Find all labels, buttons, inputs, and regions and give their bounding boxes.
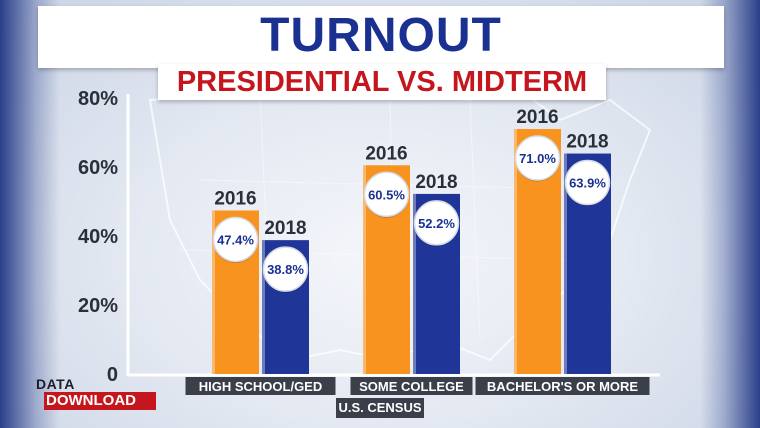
bar-highlight bbox=[262, 240, 265, 374]
bar-value-label: 38.8% bbox=[267, 262, 304, 277]
y-tick-label: 60% bbox=[78, 157, 118, 179]
background-band-left bbox=[0, 0, 60, 428]
y-tick-label: 40% bbox=[78, 226, 118, 248]
value-badge bbox=[262, 246, 309, 292]
bar-highlight bbox=[514, 129, 517, 374]
bar-year-label: 2018 bbox=[566, 132, 608, 153]
bar-value-label: 52.2% bbox=[418, 216, 455, 231]
bar-highlight bbox=[363, 165, 366, 374]
category-label: HIGH SCHOOL/GED bbox=[199, 379, 323, 394]
bar-highlight bbox=[212, 210, 215, 374]
category-labels: HIGH SCHOOL/GED SOME COLLEGE BACHELOR'S OR… bbox=[185, 377, 650, 395]
value-badge bbox=[212, 216, 259, 263]
category-label: BACHELOR'S OR MORE bbox=[487, 379, 638, 394]
bar-value-label: 47.4% bbox=[217, 232, 254, 247]
value-badge bbox=[514, 135, 561, 181]
value-badge bbox=[564, 159, 611, 206]
subtitle-banner: PRESIDENTIAL VS. MIDTERM bbox=[158, 64, 606, 100]
bar-value-label: 63.9% bbox=[569, 176, 606, 191]
value-badge bbox=[413, 200, 460, 246]
bar-year-label: 2018 bbox=[264, 218, 306, 239]
source-label: U.S. CENSUS bbox=[336, 398, 424, 418]
category-label-box bbox=[350, 377, 473, 395]
background-band-right bbox=[700, 0, 760, 428]
category-label-box bbox=[185, 377, 336, 395]
chart-title: TURNOUT bbox=[260, 9, 502, 62]
bar-year-label: 2016 bbox=[516, 107, 558, 128]
title-banner: TURNOUT bbox=[38, 6, 724, 68]
category-label: SOME COLLEGE bbox=[359, 379, 464, 394]
value-badge bbox=[363, 171, 410, 218]
y-tick-label: 20% bbox=[78, 295, 118, 317]
bar-value-label: 71.0% bbox=[519, 151, 556, 166]
logo-top-text: DATA bbox=[36, 376, 75, 392]
bar-year-label: 2016 bbox=[214, 188, 256, 209]
bar-value-label: 60.5% bbox=[368, 187, 405, 202]
y-axis-ticks: 0 20% 40% 60% 80% bbox=[78, 88, 118, 386]
bar-highlight bbox=[564, 153, 567, 374]
chart-subtitle: PRESIDENTIAL VS. MIDTERM bbox=[176, 66, 588, 98]
data-download-logo: DATA DOWNLOAD bbox=[36, 376, 156, 410]
y-tick-label: 0 bbox=[107, 364, 118, 386]
category-label-box bbox=[475, 377, 650, 395]
axis-lines bbox=[126, 94, 660, 377]
bars: 2016 47.4% 2018 38.8% 2016 60.5% 2018 52.2% 2016… bbox=[212, 107, 611, 374]
bar-year-label: 2016 bbox=[365, 143, 407, 164]
bar-highlight bbox=[413, 193, 416, 374]
logo-bottom-text: DOWNLOAD bbox=[44, 392, 156, 410]
y-tick-label: 80% bbox=[78, 88, 118, 110]
bar-year-label: 2018 bbox=[415, 172, 457, 193]
